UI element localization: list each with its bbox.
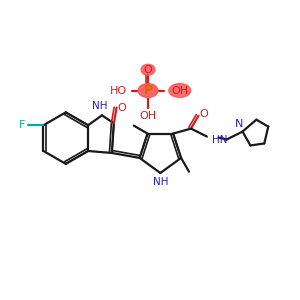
Text: O: O bbox=[117, 103, 126, 112]
Text: NH: NH bbox=[153, 177, 168, 187]
Text: P: P bbox=[143, 84, 153, 97]
Text: F: F bbox=[19, 120, 25, 130]
Text: HN: HN bbox=[212, 134, 227, 145]
Text: OH: OH bbox=[171, 85, 188, 96]
Ellipse shape bbox=[138, 84, 158, 98]
Ellipse shape bbox=[169, 84, 190, 98]
Text: O: O bbox=[199, 109, 208, 119]
Text: OH: OH bbox=[140, 111, 157, 121]
Text: N: N bbox=[235, 118, 244, 129]
Ellipse shape bbox=[141, 64, 155, 75]
Text: O: O bbox=[144, 65, 152, 75]
Text: NH: NH bbox=[92, 101, 108, 111]
Text: HO: HO bbox=[110, 85, 127, 96]
